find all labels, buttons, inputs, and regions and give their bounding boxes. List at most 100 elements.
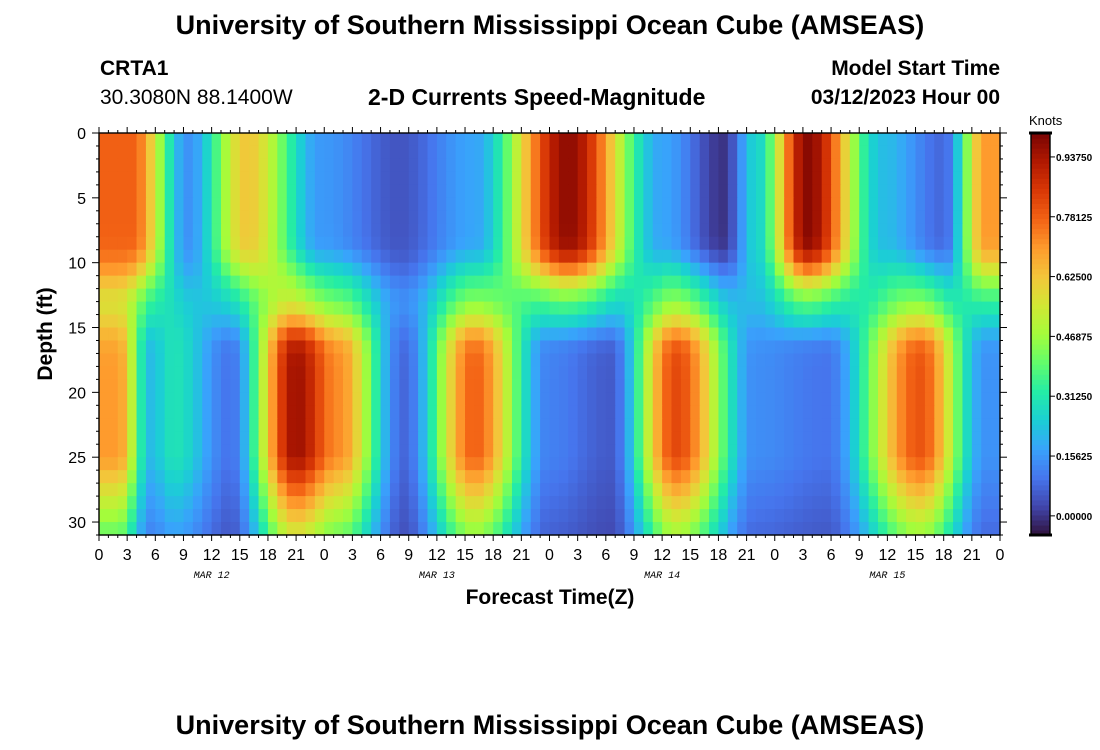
heatmap-cell (305, 145, 316, 160)
heatmap-cell (821, 133, 832, 147)
heatmap-cell (896, 431, 907, 445)
heatmap-cell (324, 340, 335, 355)
heatmap-cell (427, 379, 438, 393)
colorbar-swatch (1031, 509, 1050, 516)
heatmap-cell (343, 457, 354, 471)
heatmap-cell (981, 340, 992, 355)
heatmap-cell (117, 197, 128, 212)
heatmap-cell (887, 236, 898, 251)
heatmap-cell (361, 509, 372, 523)
heatmap-cell (671, 457, 682, 471)
heatmap-cell (436, 496, 447, 510)
heatmap-cell (924, 379, 935, 393)
heatmap-cell (680, 171, 691, 186)
heatmap-cell (465, 483, 476, 497)
heatmap-cell (211, 145, 222, 160)
heatmap-cell (652, 262, 663, 277)
heatmap-cell (896, 509, 907, 523)
heatmap-cell (746, 509, 757, 523)
heatmap-cell (962, 133, 973, 147)
heatmap-cell (690, 496, 701, 510)
heatmap-cell (521, 522, 532, 536)
heatmap-cell (868, 249, 879, 264)
heatmap-cell (314, 249, 325, 264)
heatmap-cell (493, 249, 504, 264)
heatmap-cell (718, 262, 729, 277)
heatmap-cell (427, 418, 438, 432)
heatmap-cell (906, 314, 917, 329)
heatmap-cell (389, 483, 400, 497)
date-label: MAR 15 (869, 571, 905, 582)
colorbar-swatch (1031, 223, 1050, 230)
heatmap-cell (821, 509, 832, 523)
heatmap-cell (483, 288, 494, 303)
heatmap-cell (915, 223, 926, 238)
heatmap-cell (155, 249, 166, 264)
heatmap-cell (990, 133, 1001, 147)
heatmap-cell (840, 522, 851, 536)
heatmap-cell (643, 314, 654, 329)
heatmap-cell (286, 431, 297, 445)
heatmap-cell (877, 301, 888, 316)
heatmap-cell (812, 405, 823, 419)
heatmap-cell (605, 509, 616, 523)
heatmap-cell (755, 379, 766, 393)
heatmap-cell (249, 145, 260, 160)
heatmap-cell (859, 405, 870, 419)
heatmap-cell (314, 275, 325, 290)
heatmap-cell (418, 236, 429, 251)
heatmap-cell (577, 353, 588, 368)
heatmap-cell (680, 366, 691, 380)
heatmap-cell (408, 340, 419, 355)
heatmap-cell (333, 314, 344, 329)
heatmap-cell (840, 288, 851, 303)
heatmap-cell (877, 184, 888, 199)
heatmap-cell (662, 197, 673, 212)
heatmap-cell (136, 314, 147, 329)
heatmap-cell (286, 366, 297, 380)
heatmap-cell (624, 392, 635, 406)
heatmap-cell (680, 496, 691, 510)
heatmap-cell (483, 223, 494, 238)
heatmap-cell (859, 379, 870, 393)
heatmap-cell (587, 405, 598, 419)
heatmap-cell (906, 470, 917, 484)
heatmap-cell (633, 262, 644, 277)
heatmap-cell (465, 431, 476, 445)
heatmap-cell (399, 470, 410, 484)
heatmap-cell (174, 405, 185, 419)
heatmap-cell (868, 405, 879, 419)
heatmap-cell (840, 210, 851, 225)
heatmap-cell (896, 223, 907, 238)
heatmap-cell (174, 145, 185, 160)
heatmap-cell (981, 223, 992, 238)
heatmap-cell (877, 236, 888, 251)
heatmap-cell (183, 223, 194, 238)
heatmap-cell (296, 483, 307, 497)
heatmap-cell (709, 301, 720, 316)
heatmap-cell (343, 327, 354, 342)
heatmap-cell (483, 496, 494, 510)
heatmap-cell (755, 496, 766, 510)
heatmap-cell (249, 522, 260, 536)
heatmap-cell (211, 392, 222, 406)
heatmap-cell (192, 496, 203, 510)
station-id: CRTA1 (100, 57, 169, 80)
heatmap-cell (643, 145, 654, 160)
heatmap-cell (831, 405, 842, 419)
heatmap-cell (99, 145, 109, 160)
heatmap-cell (296, 236, 307, 251)
heatmap-cell (249, 262, 260, 277)
heatmap-cell (465, 470, 476, 484)
heatmap-cell (174, 353, 185, 368)
heatmap-cell (699, 444, 710, 458)
heatmap-cell (221, 133, 231, 147)
heatmap-cell (493, 457, 504, 471)
heatmap-cell (990, 236, 1001, 251)
heatmap-cell (155, 145, 166, 160)
heatmap-cell (558, 405, 569, 419)
heatmap-cell (615, 457, 626, 471)
heatmap-cell (305, 392, 316, 406)
heatmap-cell (605, 223, 616, 238)
heatmap-cell (699, 223, 710, 238)
